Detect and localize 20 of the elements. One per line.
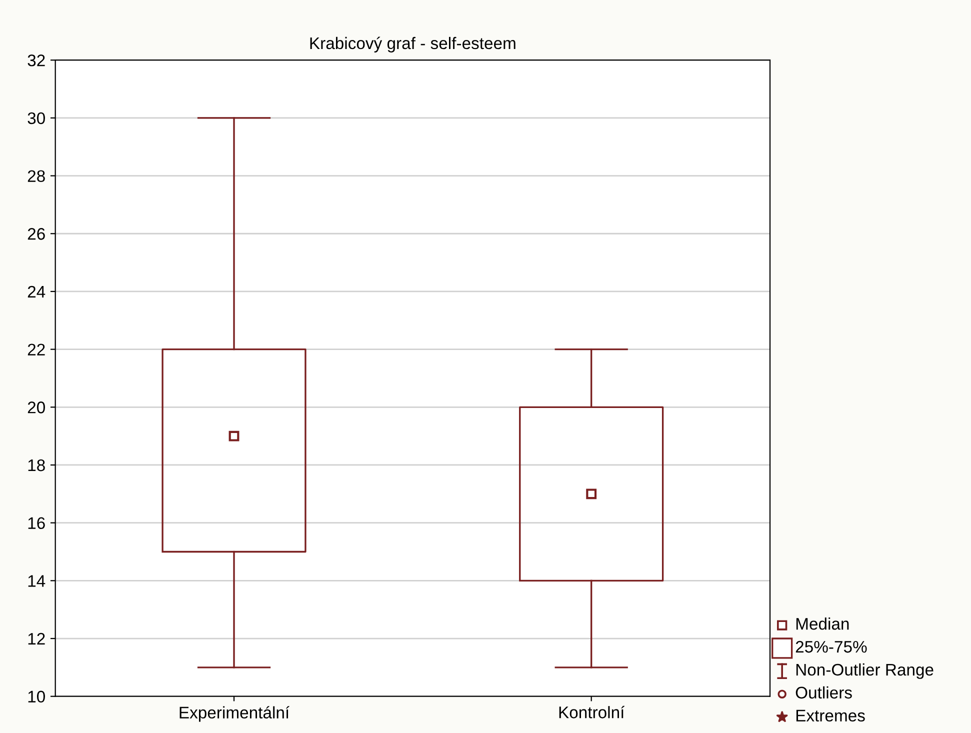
text: Outliers — [796, 686, 852, 699]
x-tick-label: Kontrolní — [559, 706, 625, 718]
y-tick-label: 20 — [28, 402, 45, 414]
y-tick-label: 30 — [28, 112, 45, 124]
y-tick-label: 14 — [28, 575, 46, 587]
text: Extremes — [796, 710, 865, 722]
chart-title: Krabicový graf - self-esteem — [310, 36, 516, 52]
y-tick-label: 22 — [28, 344, 45, 356]
y-tick-label: 16 — [28, 517, 45, 530]
y-tick-label: 28 — [28, 170, 45, 182]
text: Median — [796, 618, 849, 630]
text: 25%-75% — [796, 640, 867, 653]
text: Non-Outlier Range — [796, 663, 934, 679]
y-tick-label: 32 — [28, 54, 45, 66]
y-tick-label: 26 — [28, 228, 45, 240]
y-tick-label: 10 — [28, 690, 45, 703]
y-tick-label: 24 — [28, 286, 46, 298]
y-tick-label: 18 — [28, 459, 45, 472]
x-tick-label: Experimentální — [180, 706, 290, 722]
y-tick-label: 12 — [28, 632, 45, 645]
